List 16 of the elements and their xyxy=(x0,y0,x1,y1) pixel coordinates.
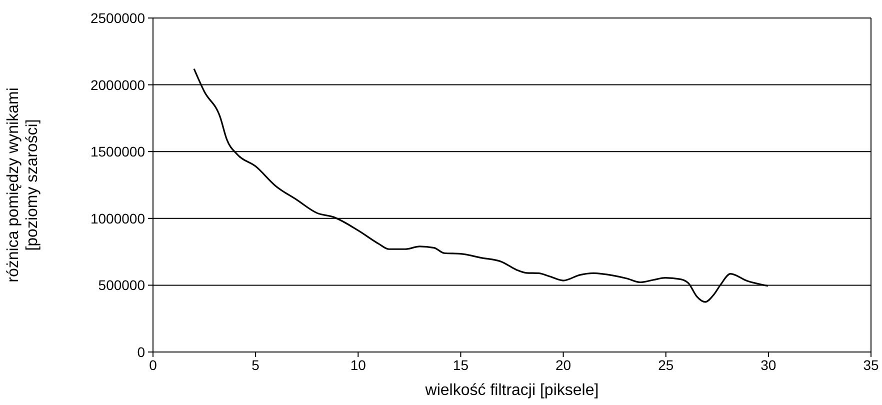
x-tick-label: 5 xyxy=(252,357,260,373)
x-tick-label: 20 xyxy=(555,357,572,373)
y-axis-title: różnica pomiędzy wynikami [poziomy szarości] xyxy=(5,88,41,282)
y-tick-label: 1000000 xyxy=(90,210,146,226)
x-axis-title: wielkość filtracji [piksele] xyxy=(424,382,599,399)
y-tick-label: 2500000 xyxy=(90,10,146,26)
y-tick-label: 0 xyxy=(137,344,146,360)
x-tick-label: 30 xyxy=(760,357,776,373)
y-tick-label: 2000000 xyxy=(90,76,146,93)
y-tick-label: 1500000 xyxy=(90,144,146,160)
x-tick-label: 25 xyxy=(658,357,674,373)
x-tick-label: 15 xyxy=(452,357,469,373)
y-tick-label: 500000 xyxy=(98,277,146,294)
x-tick-label: 0 xyxy=(149,357,158,373)
x-tick-label: 10 xyxy=(350,357,366,373)
x-tick-label: 35 xyxy=(863,357,879,373)
